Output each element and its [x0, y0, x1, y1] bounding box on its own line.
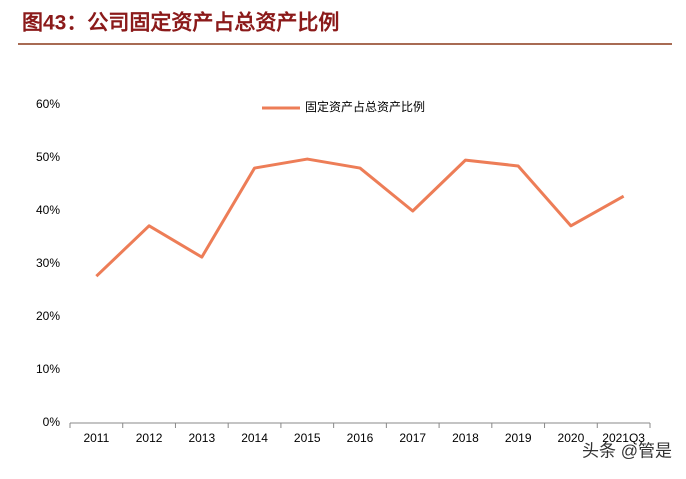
watermark: 头条 @管是	[582, 441, 672, 460]
y-tick-label: 20%	[36, 309, 60, 323]
x-tick-label: 2013	[188, 431, 215, 445]
data-line	[95, 157, 625, 278]
x-tick-label: 2018	[452, 431, 479, 445]
y-tick-label: 50%	[36, 150, 60, 164]
y-tick-label: 30%	[36, 256, 60, 270]
y-tick-label: 40%	[36, 203, 60, 217]
x-tick-label: 2014	[241, 431, 268, 445]
x-tick-label: 2016	[347, 431, 374, 445]
y-tick-label: 0%	[43, 415, 61, 429]
x-tick-label: 2015	[294, 431, 321, 445]
x-tick-label: 2020	[558, 431, 585, 445]
legend-label: 固定资产占总资产比例	[305, 99, 425, 114]
chart-title: 图43：公司固定资产占总资产比例	[22, 11, 339, 35]
x-tick-label: 2011	[83, 431, 109, 445]
x-tick-label: 2012	[136, 431, 163, 445]
y-tick-label: 10%	[36, 362, 60, 376]
x-tick-label: 2021Q3	[602, 431, 645, 445]
x-tick-label: 2017	[399, 431, 426, 445]
y-tick-label: 60%	[36, 97, 60, 111]
x-tick-label: 2019	[505, 431, 532, 445]
